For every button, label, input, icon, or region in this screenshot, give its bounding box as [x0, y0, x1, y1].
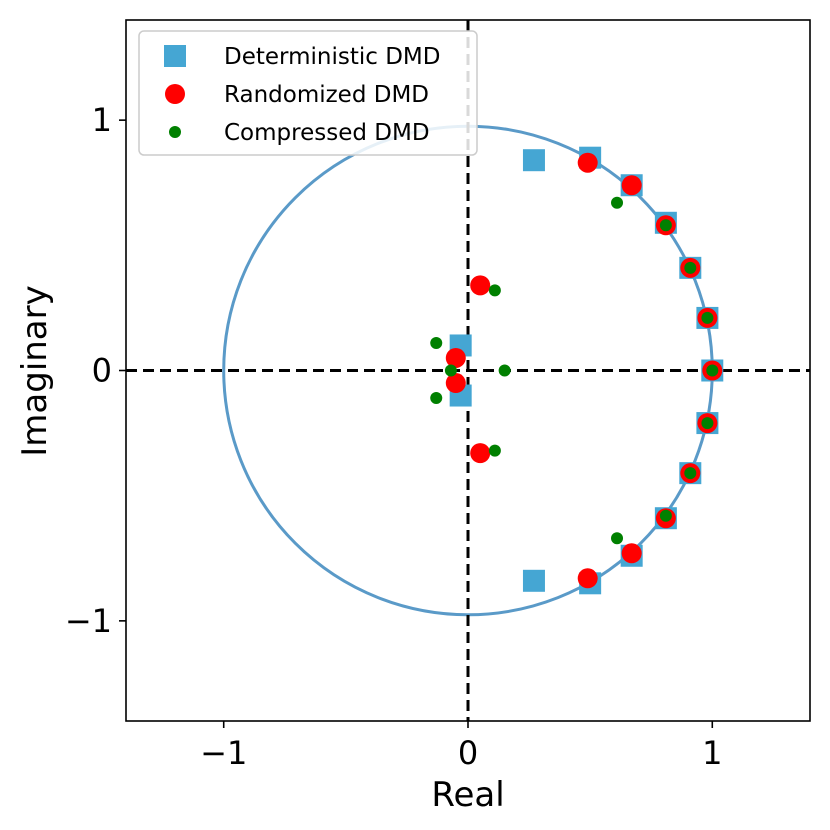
data-marks — [430, 146, 724, 595]
series-2 — [430, 196, 719, 545]
deterministic-point — [522, 149, 545, 172]
compressed-point — [659, 219, 672, 232]
compressed-point — [488, 444, 501, 457]
compressed-point — [498, 364, 511, 377]
x-tick-label-0: −1 — [200, 734, 247, 772]
y-tick-label-1: 0 — [92, 352, 112, 390]
compressed-point — [659, 509, 672, 522]
y-tick-label-2: 1 — [92, 101, 112, 139]
legend-marker-randomized — [165, 84, 185, 104]
legend-label-compressed: Compressed DMD — [224, 120, 430, 146]
x-tick-label-1: 0 — [458, 734, 478, 772]
legend-box — [138, 30, 478, 156]
x-axis-label: Real — [431, 775, 504, 815]
randomized-point — [577, 152, 598, 173]
compressed-point — [430, 336, 443, 349]
legend-marker-deterministic — [164, 45, 186, 67]
compressed-point — [706, 364, 719, 377]
legend-label-deterministic: Deterministic DMD — [224, 44, 440, 70]
randomized-point — [577, 568, 598, 589]
y-axis-label: Imaginary — [15, 285, 55, 457]
compressed-point — [684, 261, 697, 274]
compressed-point — [444, 364, 457, 377]
legend: Deterministic DMD Randomized DMD Compres… — [138, 30, 478, 156]
randomized-point — [621, 543, 642, 564]
randomized-point — [445, 373, 466, 394]
compressed-point — [611, 196, 624, 209]
y-tick-label-0: −1 — [65, 602, 112, 640]
randomized-point — [621, 175, 642, 196]
compressed-point — [488, 284, 501, 297]
compressed-point — [684, 467, 697, 480]
compressed-point — [701, 311, 714, 324]
randomized-point — [470, 275, 491, 296]
compressed-point — [430, 392, 443, 405]
axis-ticks: −1 0 1 −1 0 1 — [65, 101, 723, 772]
compressed-point — [611, 532, 624, 545]
legend-label-randomized: Randomized DMD — [224, 82, 429, 108]
randomized-point — [470, 443, 491, 464]
deterministic-point — [522, 569, 545, 592]
compressed-point — [701, 417, 714, 430]
randomized-point — [445, 347, 466, 368]
x-tick-label-2: 1 — [702, 734, 722, 772]
legend-marker-compressed — [169, 126, 181, 138]
